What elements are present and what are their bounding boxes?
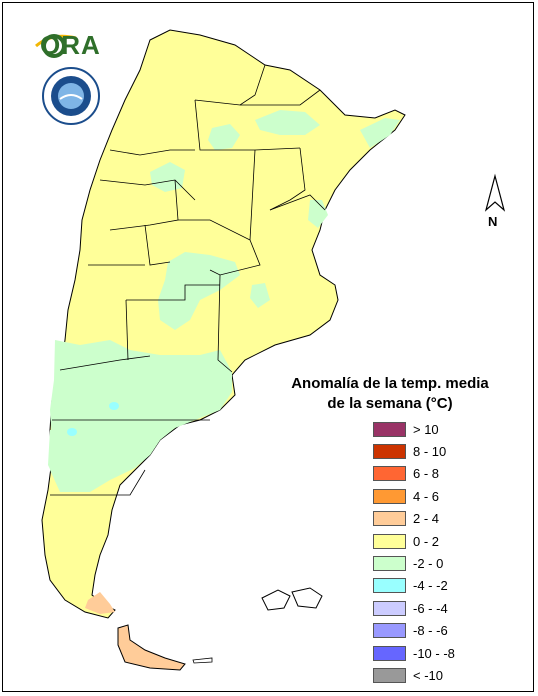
legend-label: 2 - 4 [413,511,440,527]
legend-title-line1: Anomalía de la temp. media [291,375,489,392]
isla-de-los-estados [192,657,213,664]
legend-item: -4 - -2 [373,575,483,597]
legend-label: 0 - 2 [413,533,440,549]
legend-swatch [373,645,406,661]
north-arrow-label: N [488,214,498,229]
legend-swatch [373,511,406,527]
legend-label: < -10 [413,667,443,683]
legend-swatch [373,623,406,639]
legend-label: 8 - 10 [413,444,447,460]
legend-item: -6 - -4 [373,597,483,619]
legend-swatch [373,667,406,683]
legend-item: 6 - 8 [373,463,483,485]
legend-swatch [373,466,406,482]
cool-region-corrientes [308,200,328,228]
cool-region-pampa [250,283,270,308]
legend-item: 2 - 4 [373,508,483,530]
legend-item: 0 - 2 [373,530,483,552]
province-borders [50,64,326,496]
legend-label: 6 - 8 [413,466,440,482]
legend-swatch [373,488,406,504]
legend-label: -2 - 0 [413,556,444,572]
legend-label: -6 - -4 [413,600,448,616]
legend-label: > 10 [413,421,439,437]
legend-swatch [373,421,406,437]
legend-item: -2 - 0 [373,552,483,574]
legend: > 10 8 - 10 6 - 8 4 - 6 2 - 4 0 - 2 -2 - 0 -4 -… [373,418,483,687]
warm-region-south [85,592,115,614]
legend-item: < -10 [373,664,483,686]
legend-item: -8 - -6 [373,620,483,642]
legend-item: 4 - 6 [373,485,483,507]
cool-region-cuyo [158,252,240,330]
ora-logo-icon [35,34,77,58]
cool-region-ne [360,118,400,148]
legend-title-line2: de la semana (°C) [327,395,453,412]
legend-label: -8 - -6 [413,623,448,639]
legend-label: 4 - 6 [413,488,440,504]
cool-region-chubut [48,425,160,490]
legend-item: > 10 [373,418,483,440]
cool-region-formosa [208,124,240,150]
legend-title: Anomalía de la temp. media de la semana … [290,374,490,414]
legend-item: -10 - -8 [373,642,483,664]
legend-swatch [373,600,406,616]
cool-region-catamarca [150,162,185,192]
cold-spot-2 [67,428,77,436]
legend-swatch [373,578,406,594]
north-arrow-icon [484,173,506,212]
legend-swatch [373,533,406,549]
legend-item: 8 - 10 [373,440,483,462]
tierra-del-fuego [117,624,186,671]
cool-region-misiones [255,110,320,135]
cold-spot-1 [109,402,119,410]
malvinas-islands [261,587,323,611]
legend-swatch [373,444,406,460]
legend-swatch [373,556,406,572]
smn-seal-icon [42,67,100,125]
ora-logo-text: ORA [40,30,101,60]
legend-label: -4 - -2 [413,578,448,594]
legend-label: -10 - -8 [413,645,455,661]
